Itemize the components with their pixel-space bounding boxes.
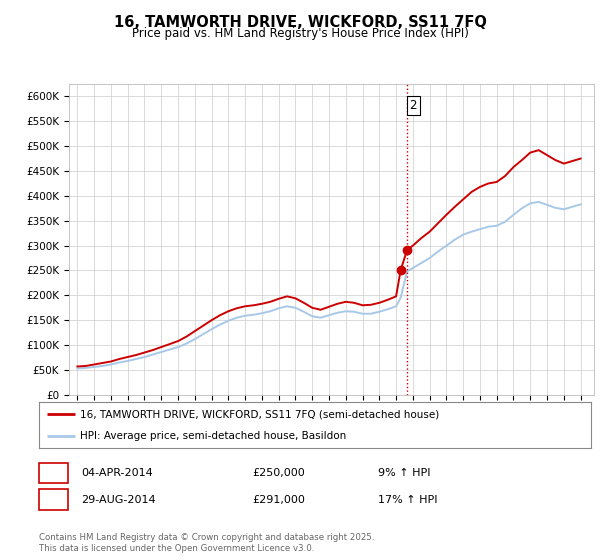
Text: Price paid vs. HM Land Registry's House Price Index (HPI): Price paid vs. HM Land Registry's House … — [131, 27, 469, 40]
Text: 16, TAMWORTH DRIVE, WICKFORD, SS11 7FQ (semi-detached house): 16, TAMWORTH DRIVE, WICKFORD, SS11 7FQ (… — [80, 409, 440, 419]
Text: HPI: Average price, semi-detached house, Basildon: HPI: Average price, semi-detached house,… — [80, 431, 347, 441]
Text: 2: 2 — [409, 99, 417, 112]
Text: 16, TAMWORTH DRIVE, WICKFORD, SS11 7FQ: 16, TAMWORTH DRIVE, WICKFORD, SS11 7FQ — [113, 15, 487, 30]
Text: 17% ↑ HPI: 17% ↑ HPI — [378, 494, 437, 505]
Text: 1: 1 — [50, 466, 57, 480]
Text: Contains HM Land Registry data © Crown copyright and database right 2025.
This d: Contains HM Land Registry data © Crown c… — [39, 533, 374, 553]
Text: 29-AUG-2014: 29-AUG-2014 — [81, 494, 155, 505]
Text: 2: 2 — [50, 493, 57, 506]
Text: 9% ↑ HPI: 9% ↑ HPI — [378, 468, 431, 478]
Text: £250,000: £250,000 — [252, 468, 305, 478]
Text: 04-APR-2014: 04-APR-2014 — [81, 468, 153, 478]
Text: £291,000: £291,000 — [252, 494, 305, 505]
